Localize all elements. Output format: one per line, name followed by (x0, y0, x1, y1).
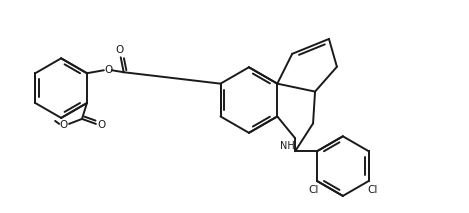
Text: O: O (98, 120, 106, 130)
Text: Cl: Cl (308, 185, 318, 195)
Text: O: O (105, 65, 113, 75)
Text: O: O (59, 120, 67, 130)
Text: NH: NH (280, 141, 295, 151)
Text: Cl: Cl (368, 185, 378, 195)
Text: O: O (116, 45, 124, 55)
